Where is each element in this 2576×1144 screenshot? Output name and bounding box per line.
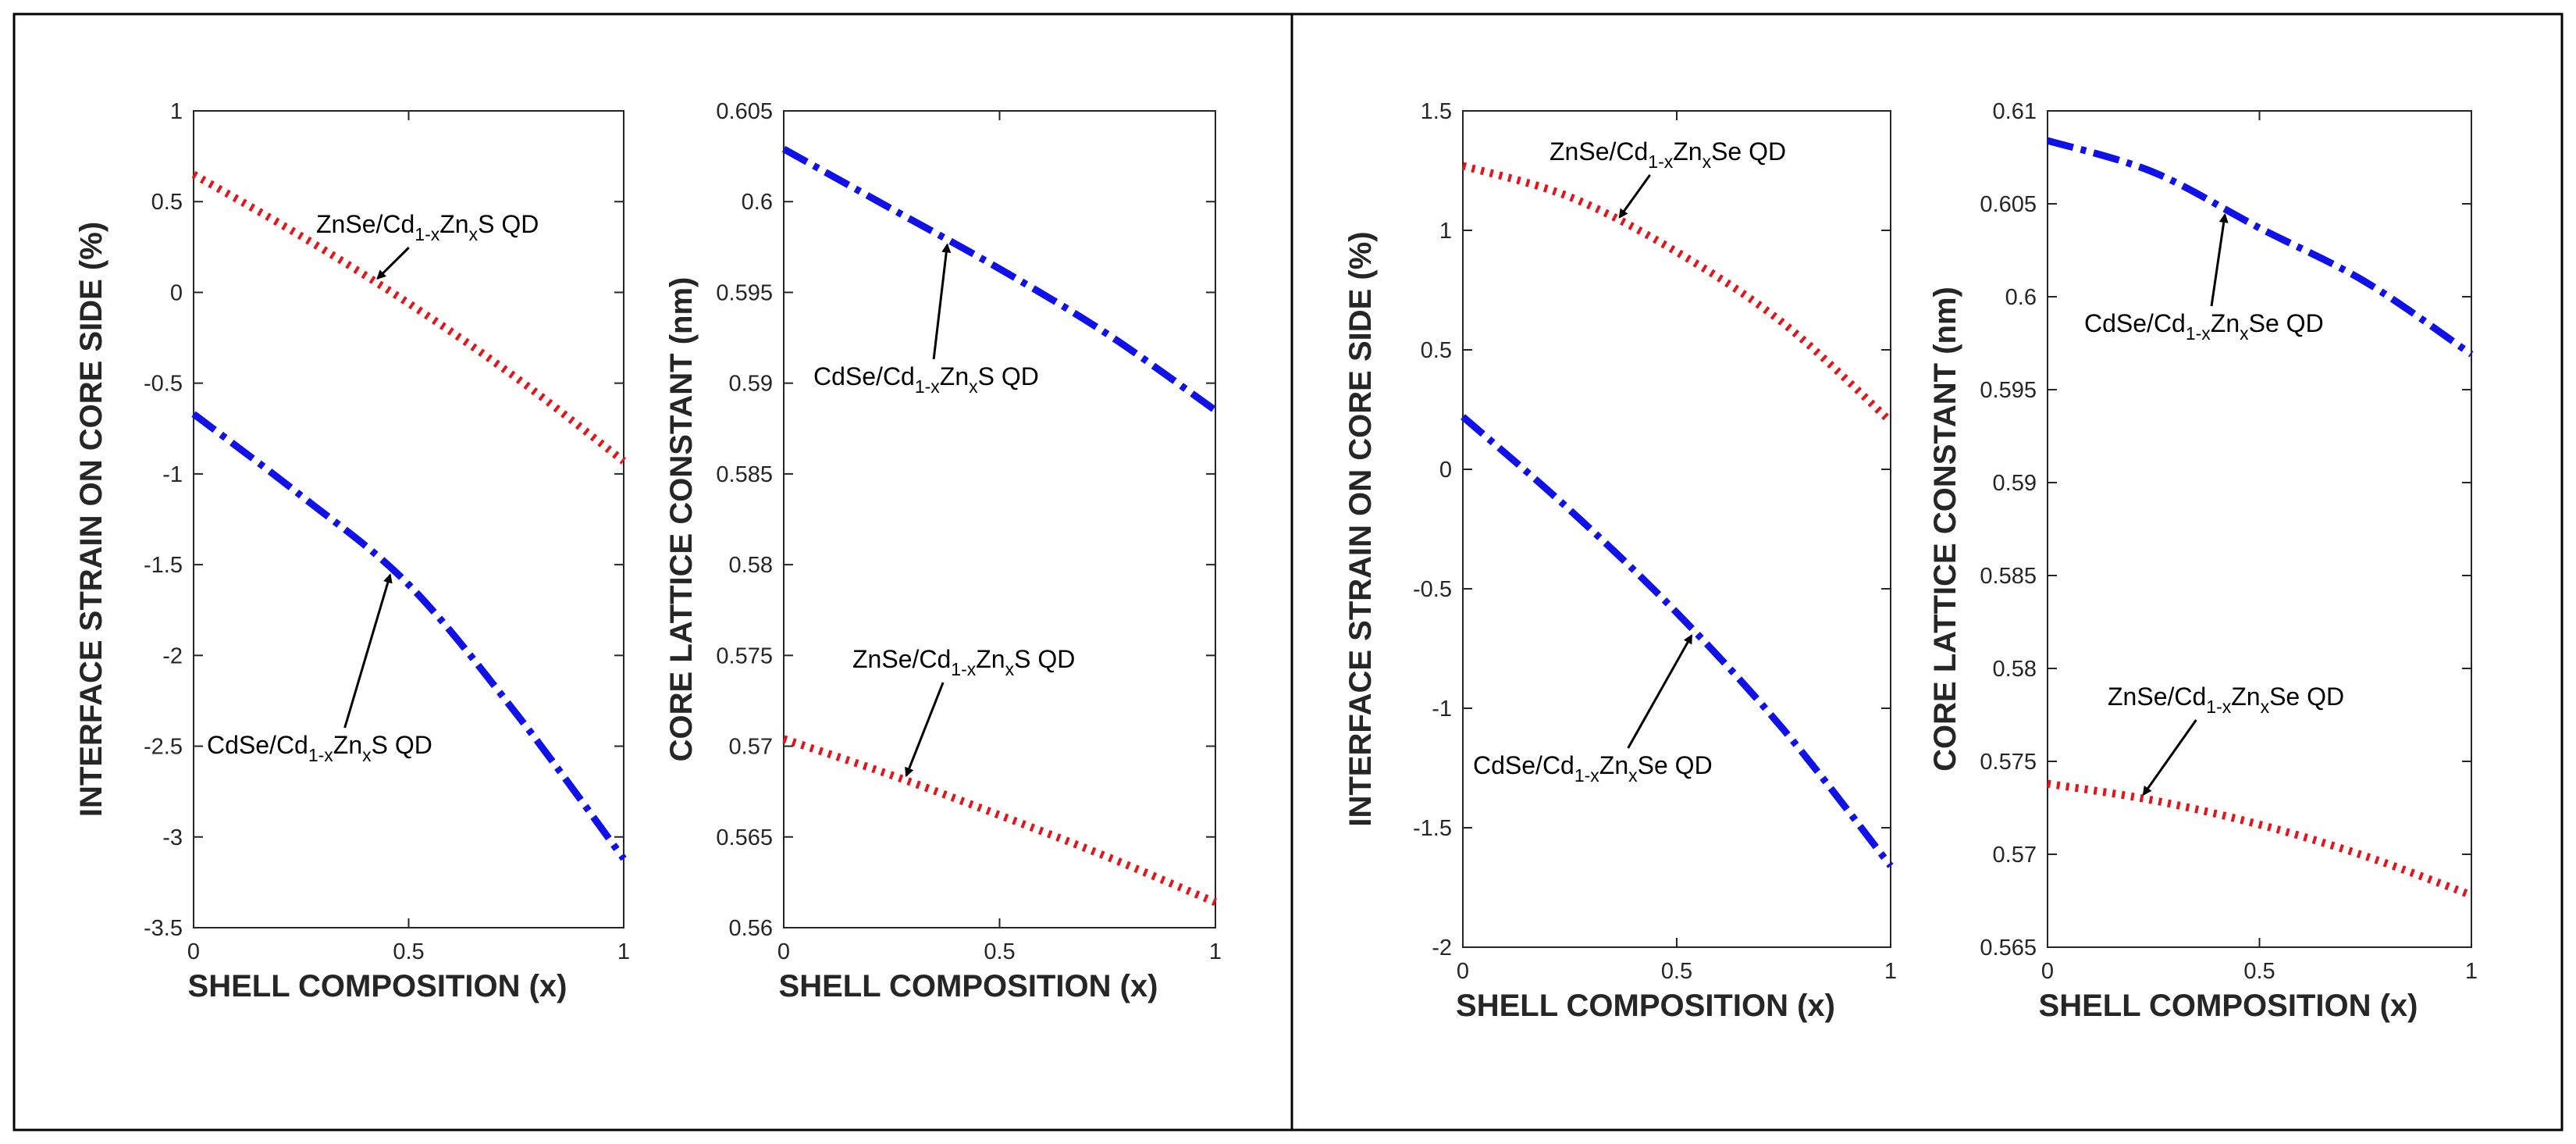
chart-panel-4: 0.565 0.57 0.575 0.58 0.585 0.59 0.595 0.6 0.605… xyxy=(1928,99,2478,1023)
chart-panel-1: -3.5 -3 -2.5 -2 -1.5 -1 -0.5 0 0.5 1 0 0.5 1 SHELL CO… xyxy=(74,99,630,1003)
series-line-blue-dashdot xyxy=(1461,414,1894,868)
x-tick-label: 1 xyxy=(1209,939,1222,964)
series-line-red-dotted xyxy=(1461,162,1894,425)
chart-panel-3: -2 -1.5 -1 -0.5 0 0.5 1 1.5 0 0.5 1 SHELL COMPOSITI… xyxy=(1343,99,1897,1023)
x-tick-label: 1 xyxy=(2465,959,2478,984)
x-tick-label: 0 xyxy=(777,939,790,964)
x-axis-label: SHELL COMPOSITION (x) xyxy=(188,969,568,1003)
chart-panel-2: 0.560.5650.570.5750.580.5850.590.5950.60… xyxy=(664,99,1222,1003)
y-tick-label: -3 xyxy=(162,825,183,850)
series-annotation-label: CdSe/Cd1-xZnxSe QD xyxy=(1473,751,1713,786)
y-tick-label: 0.605 xyxy=(716,99,773,124)
y-tick-label: -0.5 xyxy=(144,372,183,397)
y-tick-label: 0.595 xyxy=(716,280,773,305)
annotation-arrow xyxy=(1618,174,1651,219)
series-annotation-label: ZnSe/Cd1-xZnxSe QD xyxy=(1550,137,1786,172)
y-tick-label: 0.59 xyxy=(729,372,773,397)
plot-area-frame xyxy=(783,110,1216,928)
y-tick-label: 1.5 xyxy=(1421,99,1452,124)
x-tick-label: 0.5 xyxy=(2243,959,2275,984)
y-tick-label: 0.57 xyxy=(1993,843,2037,868)
annotation-arrow xyxy=(905,682,945,778)
y-tick-label: -1.5 xyxy=(1413,816,1452,841)
annotation-arrow xyxy=(2210,213,2229,307)
x-axis-label: SHELL COMPOSITION (x) xyxy=(779,969,1158,1003)
annotation-arrow xyxy=(1627,634,1693,749)
x-tick-label: 0 xyxy=(187,939,200,964)
series-line-red-dotted xyxy=(2047,779,2473,900)
x-tick-label: 0 xyxy=(2041,959,2054,984)
y-tick-label: 0 xyxy=(1439,458,1452,483)
annotation-arrow xyxy=(2142,719,2197,797)
x-tick-label: 1 xyxy=(617,939,630,964)
y-tick-label: -3.5 xyxy=(144,916,183,941)
y-tick-label: 0.565 xyxy=(1980,936,2037,960)
plot-area-frame xyxy=(2047,110,2472,948)
y-tick-label: 0.58 xyxy=(1993,657,2037,682)
series-annotation-label: CdSe/Cd1-xZnxS QD xyxy=(813,362,1039,397)
y-tick-label: 0.585 xyxy=(1980,564,2037,589)
y-tick-label: 0.595 xyxy=(1980,378,2037,403)
y-tick-label: 1 xyxy=(1439,219,1452,244)
y-tick-label: -2 xyxy=(162,643,183,668)
series-line-blue-dashdot xyxy=(2046,137,2474,358)
outer-frame xyxy=(12,12,2564,1132)
x-tick-label: 0 xyxy=(1457,959,1469,984)
y-tick-label: 0.575 xyxy=(716,643,773,668)
y-tick-label: 0.59 xyxy=(1993,471,2037,496)
y-axis-label: INTERFACE STRAIN ON CORE SIDE (%) xyxy=(1343,231,1378,826)
x-tick-label: 0.5 xyxy=(1661,959,1692,984)
series-line-red-dotted xyxy=(782,735,1217,907)
y-tick-label: 0 xyxy=(170,280,183,305)
annotation-arrow xyxy=(343,573,393,729)
y-tick-label: 0.575 xyxy=(1980,750,2037,775)
y-tick-label: 0.6 xyxy=(742,190,773,215)
series-annotation-label: CdSe/Cd1-xZnxSe QD xyxy=(2084,309,2324,344)
y-tick-label: 0.58 xyxy=(729,553,773,578)
y-tick-label: -1 xyxy=(1432,697,1452,722)
series-line-red-dotted xyxy=(191,171,627,465)
series-annotation-label: ZnSe/Cd1-xZnxSe QD xyxy=(2108,682,2344,717)
y-tick-label: 0.565 xyxy=(716,825,773,850)
x-axis-label: SHELL COMPOSITION (x) xyxy=(1456,989,1835,1023)
y-tick-label: 0.61 xyxy=(1993,99,2037,124)
y-tick-label: 1 xyxy=(170,99,183,124)
y-tick-label: 0.605 xyxy=(1980,192,2037,217)
y-tick-label: -1.5 xyxy=(144,553,183,578)
y-tick-label: -2.5 xyxy=(144,735,183,760)
series-annotation-label: ZnSe/Cd1-xZnxS QD xyxy=(852,645,1075,679)
y-tick-label: -1 xyxy=(162,462,183,487)
annotation-arrow xyxy=(932,243,952,360)
x-axis-label: SHELL COMPOSITION (x) xyxy=(2039,989,2418,1023)
y-tick-label: 0.5 xyxy=(151,190,183,215)
y-tick-label: 0.5 xyxy=(1421,338,1452,363)
y-tick-label: 0.585 xyxy=(716,462,773,487)
series-annotation-label: ZnSe/Cd1-xZnxS QD xyxy=(316,210,539,244)
y-tick-label: 0.6 xyxy=(2005,285,2037,310)
y-axis-label: CORE LATTICE CONSTANT (nm) xyxy=(1928,287,1962,772)
series-line-blue-dashdot xyxy=(191,411,627,861)
y-tick-label: 0.56 xyxy=(729,916,773,941)
x-tick-label: 0.5 xyxy=(393,939,424,964)
plot-area-frame xyxy=(1462,110,1891,948)
y-axis-label: CORE LATTICE CONSTANT (nm) xyxy=(664,277,699,762)
y-tick-label: -2 xyxy=(1432,936,1452,960)
y-axis-label: INTERFACE STRAIN ON CORE SIDE (%) xyxy=(74,222,109,817)
x-tick-label: 1 xyxy=(1884,959,1897,984)
y-tick-label: 0.57 xyxy=(729,735,773,760)
x-tick-label: 0.5 xyxy=(984,939,1015,964)
series-line-blue-dashdot xyxy=(781,145,1218,414)
y-tick-label: -0.5 xyxy=(1413,577,1452,602)
series-annotation-label: CdSe/Cd1-xZnxS QD xyxy=(207,731,432,765)
annotation-arrow xyxy=(376,246,410,280)
